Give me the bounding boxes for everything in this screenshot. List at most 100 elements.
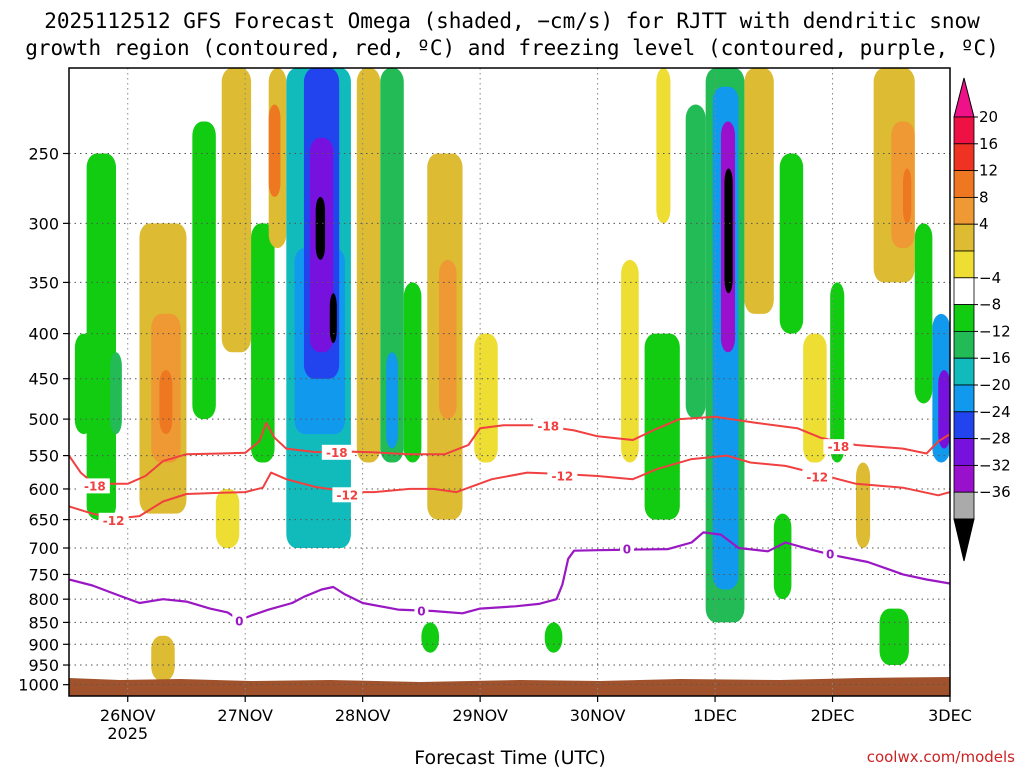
x-tick-label-1: 27NOV: [217, 706, 273, 725]
y-tick-label-8: 650: [28, 511, 59, 530]
omega-cell-46: [938, 370, 950, 449]
terrain-ground-layer: [69, 677, 950, 696]
plot-frame: [68, 67, 951, 697]
contour-label-bg-2-3: [823, 546, 838, 562]
y-tick-label-6: 550: [28, 447, 59, 466]
omega-cell-44: [914, 223, 933, 404]
contour-label-bg-2-1: [414, 603, 429, 619]
y-tick-label-14: 950: [28, 656, 59, 675]
colorbar-segment-2: [953, 170, 975, 198]
contour-layer: -18 -18 -18 -18 -12 -12 -12 -12 0 0 0 0: [69, 415, 950, 629]
y-tick-label-15: 1000: [18, 676, 59, 695]
colorbar-label-9: −20: [979, 376, 1011, 394]
colorbar-segment-6: [953, 277, 975, 305]
omega-cell-21: [386, 352, 398, 449]
colorbar-label-4: 4: [979, 215, 989, 233]
contour-line-1: [69, 454, 950, 520]
omega-cell-43: [903, 168, 912, 224]
contour-line-2: [69, 531, 950, 622]
contour-line-0: [69, 415, 950, 485]
omega-cell-48: [856, 462, 871, 549]
omega-cell-10: [251, 223, 275, 463]
omega-cell-18: [329, 293, 337, 344]
colorbar-segment-5: [953, 250, 975, 279]
y-tick-label-5: 500: [28, 410, 59, 429]
contour-label-0-0: -18: [84, 479, 106, 493]
contour-label-2-2: 0: [623, 543, 631, 557]
omega-cell-38: [803, 333, 827, 463]
contour-label-1-1: -12: [337, 488, 359, 502]
contour-label-1-2: -12: [552, 470, 574, 484]
contour-label-0-2: -18: [537, 420, 559, 434]
x-tick-label-0: 26NOV: [100, 706, 156, 725]
colorbar-segment-10: [953, 384, 975, 413]
colorbar-label-0: 20: [979, 108, 998, 126]
x-tick-label-3: 29NOV: [452, 706, 508, 725]
omega-cell-25: [474, 333, 498, 463]
contour-label-bg-0-1: [321, 444, 352, 460]
credit-text: coolwx.com/models: [867, 748, 1015, 766]
colorbar-segment-8: [953, 330, 975, 359]
contour-label-2-0: 0: [235, 615, 243, 629]
colorbar-segment-11: [953, 411, 975, 439]
contour-label-2-3: 0: [826, 548, 834, 562]
colorbar-segment-9: [953, 357, 975, 386]
omega-cell-47: [879, 608, 909, 666]
x-axis-label: Forecast Time (UTC): [414, 747, 605, 768]
x-tick-label-2: 28NOV: [335, 706, 391, 725]
contour-label-0-1: -18: [326, 446, 348, 460]
omega-cell-36: [744, 68, 774, 314]
colorbar-label-2: 12: [979, 162, 998, 180]
omega-cell-8: [221, 68, 252, 353]
omega-cell-12: [268, 104, 281, 197]
colorbar-label-3: 8: [979, 188, 989, 206]
omega-cell-5: [159, 370, 173, 435]
colorbar-label-1: 16: [979, 135, 998, 153]
omega-cell-20: [380, 68, 404, 463]
y-tick-label-7: 600: [28, 480, 59, 499]
x-tick-label-6: 2DEC: [811, 706, 855, 725]
omega-cell-1: [74, 333, 93, 435]
chart-title-line2: growth region (contoured, red, ºC) and f…: [25, 36, 999, 60]
y-tick-label-9: 700: [28, 539, 59, 558]
y-tick-label-10: 750: [28, 565, 59, 584]
omega-shading-layer: [74, 68, 950, 681]
contour-label-bg-1-2: [547, 468, 578, 484]
contour-label-bg-2-0: [232, 613, 247, 629]
colorbar-label-11: −28: [979, 430, 1011, 448]
y-tick-label-13: 900: [28, 635, 59, 654]
omega-cell-24: [439, 259, 457, 420]
omega-cell-35: [724, 168, 733, 294]
contour-label-2-1: 0: [417, 604, 425, 618]
contour-label-bg-1-0: [98, 512, 129, 528]
contour-label-bg-0-2: [533, 418, 564, 434]
omega-cell-26: [421, 622, 440, 653]
grid-lines: [69, 68, 950, 696]
contour-label-1-0: -12: [103, 514, 125, 528]
colorbar-label-12: −32: [979, 456, 1011, 474]
y-axis: 250 300 350 400 450 500 550 600 650 700 750 800 850 9…: [18, 144, 69, 695]
omega-cell-22: [403, 282, 422, 463]
colorbar-bottom-arrow: [953, 518, 975, 562]
omega-cell-6: [151, 635, 175, 681]
colorbar-label-8: −16: [979, 349, 1011, 367]
y-tick-label-2: 350: [28, 273, 59, 292]
omega-cell-28: [621, 259, 639, 463]
chart-title-line1: 2025112512 GFS Forecast Omega (shaded, −…: [44, 9, 980, 33]
omega-cell-9: [215, 488, 240, 549]
y-tick-label-12: 850: [28, 613, 59, 632]
colorbar-segment-1: [953, 143, 975, 172]
omega-cell-27: [544, 622, 563, 653]
colorbar-segment-7: [953, 304, 975, 332]
colorbar-segment-13: [953, 464, 975, 493]
colorbar-label-13: −36: [979, 483, 1011, 501]
y-tick-label-4: 450: [28, 370, 59, 389]
contour-label-0-3: -18: [828, 440, 850, 454]
colorbar-segment-12: [953, 438, 975, 466]
contour-label-bg-0-3: [823, 439, 854, 455]
x-tick-sublabel-0: 2025: [107, 724, 148, 743]
y-tick-label-0: 250: [28, 144, 59, 163]
x-tick-label-7: 3DEC: [928, 706, 972, 725]
